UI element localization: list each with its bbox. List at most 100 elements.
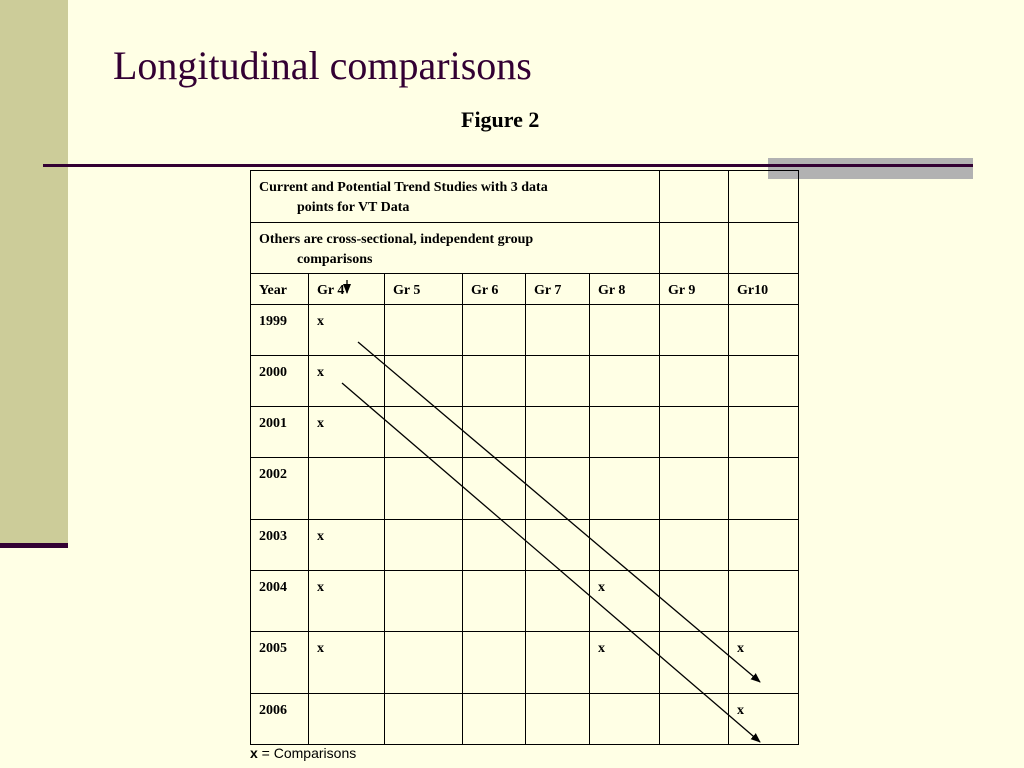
slide-title: Longitudinal comparisons xyxy=(113,43,532,88)
year-cell: 1999 xyxy=(250,304,309,356)
table-cell xyxy=(589,519,660,571)
table-cell xyxy=(659,355,729,407)
note-cell-cross-sectional: Others are cross-sectional, independent … xyxy=(250,222,660,274)
table-cell xyxy=(589,355,660,407)
figure-label: Figure 2 xyxy=(461,107,540,132)
table-cell xyxy=(589,406,660,458)
table-cell xyxy=(384,304,463,356)
table-row: 2006 x xyxy=(250,693,799,745)
table-cell xyxy=(525,304,590,356)
header-cell-gr10: Gr10 xyxy=(728,273,799,305)
header-cell-gr9: Gr 9 xyxy=(659,273,729,305)
table-row: 2000 x xyxy=(250,355,799,407)
header-cell-gr5: Gr 5 xyxy=(384,273,463,305)
title-underline-rule xyxy=(43,164,973,167)
table-cell xyxy=(728,519,799,571)
table-row: 2005 x x x xyxy=(250,631,799,694)
header-cell-year: Year xyxy=(250,273,309,305)
table-cell xyxy=(525,570,590,632)
table-cell xyxy=(659,570,729,632)
note-line: points for VT Data xyxy=(297,200,410,215)
table-cell: x xyxy=(308,406,385,458)
table-cell: x xyxy=(589,631,660,694)
table-cell xyxy=(384,693,463,745)
header-cell-gr6: Gr 6 xyxy=(462,273,526,305)
table-cell xyxy=(589,457,660,520)
table-cell xyxy=(659,222,729,274)
table-cell: x xyxy=(308,570,385,632)
table-cell xyxy=(525,406,590,458)
gray-accent-bar xyxy=(768,158,973,179)
table-cell xyxy=(659,693,729,745)
table-cell xyxy=(462,570,526,632)
table-cell xyxy=(462,693,526,745)
table-cell xyxy=(659,457,729,520)
table-cell xyxy=(462,304,526,356)
legend: x = Comparisons xyxy=(250,744,356,762)
year-cell: 2005 xyxy=(250,631,309,694)
table-cell xyxy=(659,170,729,223)
header-cell-gr4: Gr 4 xyxy=(308,273,385,305)
table-cell xyxy=(728,304,799,356)
table-cell xyxy=(384,457,463,520)
year-cell: 2006 xyxy=(250,693,309,745)
legend-symbol: x xyxy=(250,745,258,761)
table-cell: x xyxy=(728,693,799,745)
table-cell xyxy=(659,519,729,571)
table-cell xyxy=(384,631,463,694)
note-cell-trend-studies: Current and Potential Trend Studies with… xyxy=(250,170,660,223)
year-cell: 2001 xyxy=(250,406,309,458)
table-cell: x xyxy=(728,631,799,694)
trend-studies-table: Current and Potential Trend Studies with… xyxy=(250,170,799,745)
table-cell xyxy=(728,406,799,458)
table-cell xyxy=(525,631,590,694)
table-cell xyxy=(659,304,729,356)
table-cell xyxy=(462,457,526,520)
table-cell xyxy=(589,693,660,745)
table-cell: x xyxy=(308,304,385,356)
note-row: Others are cross-sectional, independent … xyxy=(250,222,799,274)
table-cell xyxy=(462,406,526,458)
year-cell: 2004 xyxy=(250,570,309,632)
note-line: Current and Potential Trend Studies with… xyxy=(259,180,548,195)
note-row: Current and Potential Trend Studies with… xyxy=(250,170,799,223)
table-cell xyxy=(384,355,463,407)
table-cell: x xyxy=(308,519,385,571)
table-row: 2002 xyxy=(250,457,799,520)
year-cell: 2000 xyxy=(250,355,309,407)
table-cell xyxy=(525,693,590,745)
table-cell xyxy=(525,355,590,407)
table-row: 1999 x xyxy=(250,304,799,356)
table-cell xyxy=(659,406,729,458)
note-line: Others are cross-sectional, independent … xyxy=(259,232,534,247)
table-cell xyxy=(308,693,385,745)
table-cell xyxy=(525,457,590,520)
table-cell: x xyxy=(308,631,385,694)
table-cell: x xyxy=(308,355,385,407)
legend-text: = Comparisons xyxy=(257,745,357,761)
table-cell xyxy=(659,631,729,694)
table-cell xyxy=(384,406,463,458)
table-cell xyxy=(728,222,799,274)
header-cell-gr7: Gr 7 xyxy=(525,273,590,305)
table-cell xyxy=(589,304,660,356)
table-cell xyxy=(384,519,463,571)
header-cell-gr8: Gr 8 xyxy=(589,273,660,305)
header-row: Year Gr 4 Gr 5 Gr 6 Gr 7 Gr 8 Gr 9 Gr10 xyxy=(250,273,799,305)
year-cell: 2002 xyxy=(250,457,309,520)
table-cell xyxy=(308,457,385,520)
table-cell xyxy=(728,355,799,407)
table-cell xyxy=(462,631,526,694)
table-cell xyxy=(728,570,799,632)
table-cell: x xyxy=(589,570,660,632)
table-row: 2004 x x xyxy=(250,570,799,632)
table-cell xyxy=(728,457,799,520)
table-cell xyxy=(462,355,526,407)
gray-bar-rule xyxy=(768,164,973,167)
table-cell xyxy=(384,570,463,632)
note-line: comparisons xyxy=(297,252,373,267)
year-cell: 2003 xyxy=(250,519,309,571)
table-row: 2001 x xyxy=(250,406,799,458)
table-row: 2003 x xyxy=(250,519,799,571)
left-accent-rule xyxy=(0,543,68,548)
